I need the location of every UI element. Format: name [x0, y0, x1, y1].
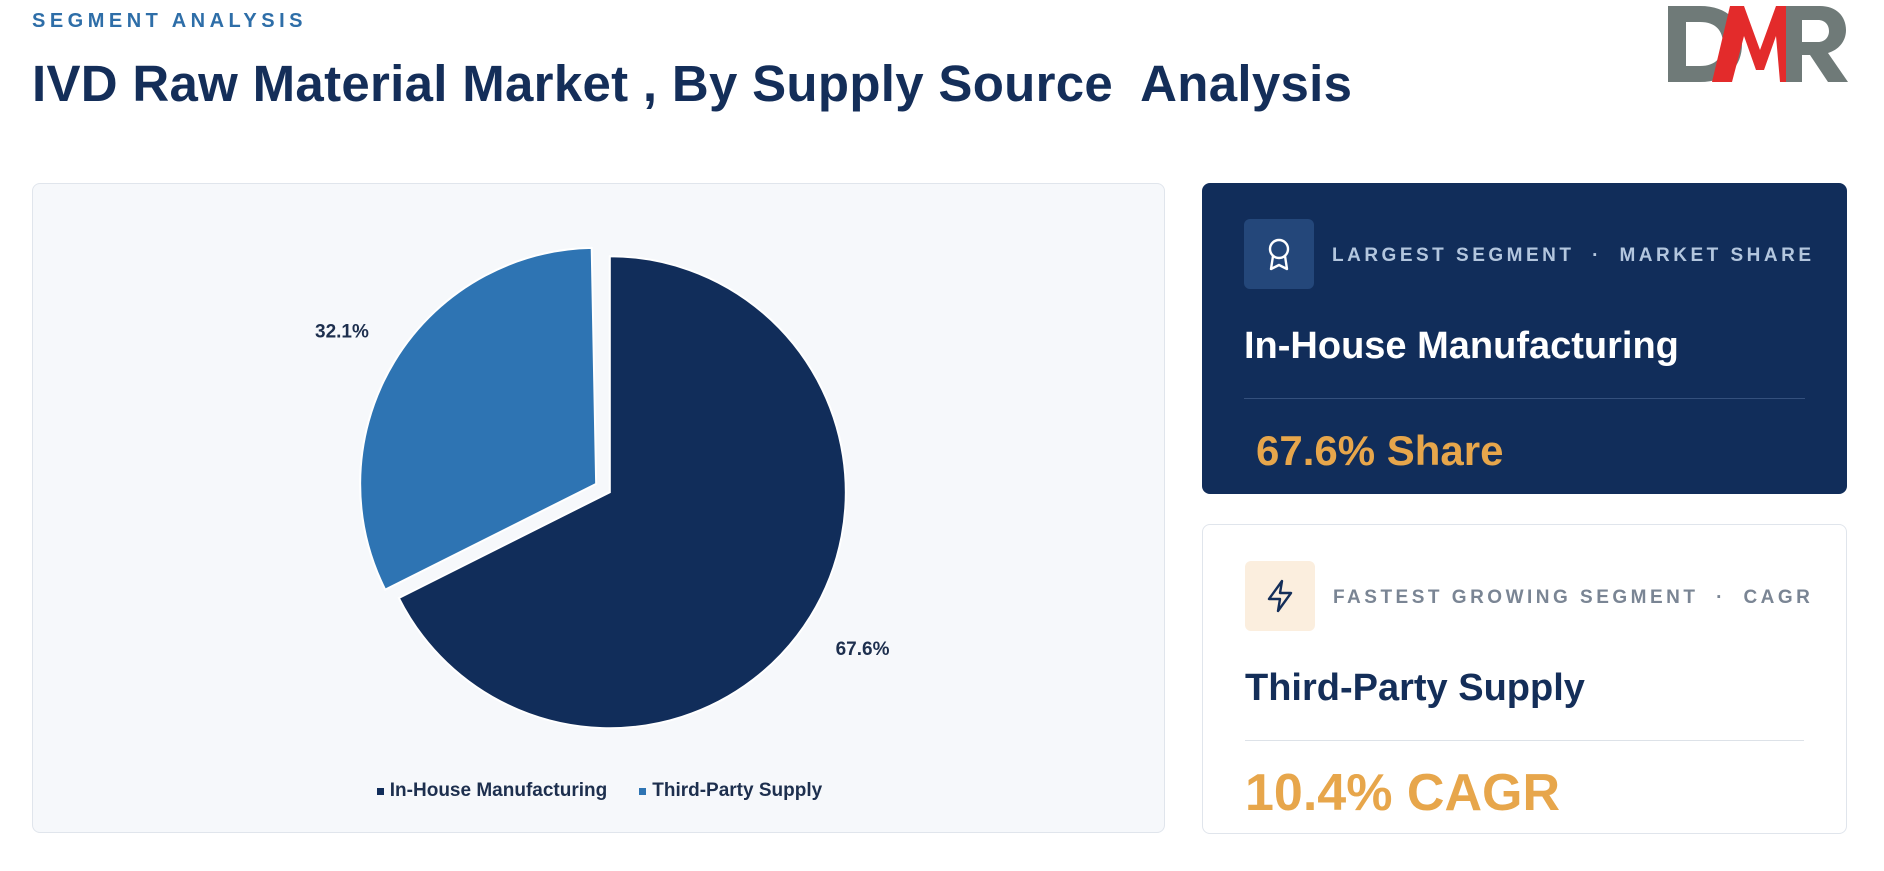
- fastest-divider: [1245, 740, 1804, 741]
- pie-label-in-house: 67.6%: [836, 639, 890, 660]
- chart-card: 67.6% 32.1% In-House Manufacturing Third-…: [32, 183, 1165, 833]
- fastest-segment-cagr: 10.4% CAGR: [1245, 764, 1560, 822]
- legend-swatch-in-house: [376, 787, 384, 795]
- largest-segment-share: 67.6% Share: [1256, 427, 1504, 474]
- logo-r: [1786, 6, 1848, 82]
- lightning-icon: [1267, 579, 1293, 613]
- fastest-segment-name: Third-Party Supply: [1245, 667, 1585, 709]
- dmr-logo: [1668, 6, 1848, 82]
- fastest-icon-box: [1245, 561, 1315, 631]
- pie-slice-third-party[interactable]: [359, 246, 598, 592]
- legend-swatch-third-party: [639, 787, 647, 795]
- logo-m: [1712, 6, 1796, 82]
- largest-divider: [1244, 398, 1805, 399]
- fastest-growing-card: FASTEST GROWING SEGMENT · CAGR Third-Par…: [1202, 524, 1847, 834]
- chart-legend: In-House Manufacturing Third-Party Suppl…: [33, 780, 1166, 802]
- pie-label-third-party: 32.1%: [315, 321, 369, 342]
- largest-icon-box: [1244, 219, 1314, 289]
- largest-segment-name: In-House Manufacturing: [1244, 325, 1679, 367]
- legend-label-third-party: Third-Party Supply: [652, 780, 823, 801]
- largest-segment-label: LARGEST SEGMENT · MARKET SHARE: [1332, 245, 1815, 266]
- largest-segment-card: LARGEST SEGMENT · MARKET SHARE In-House …: [1202, 183, 1847, 494]
- award-icon: [1268, 238, 1290, 271]
- pie-chart: 67.6% 32.1%: [315, 246, 890, 730]
- page-title: IVD Raw Material Market , By Supply Sour…: [32, 55, 1353, 112]
- pie-slice-in-house[interactable]: [397, 255, 847, 730]
- fastest-segment-label: FASTEST GROWING SEGMENT · CAGR: [1333, 587, 1814, 608]
- legend-label-in-house: In-House Manufacturing: [389, 780, 608, 801]
- legend-item-third-party[interactable]: Third-Party Supply: [639, 780, 822, 802]
- eyebrow-label: SEGMENT ANALYSIS: [32, 10, 307, 32]
- legend-item-in-house[interactable]: In-House Manufacturing: [376, 780, 608, 802]
